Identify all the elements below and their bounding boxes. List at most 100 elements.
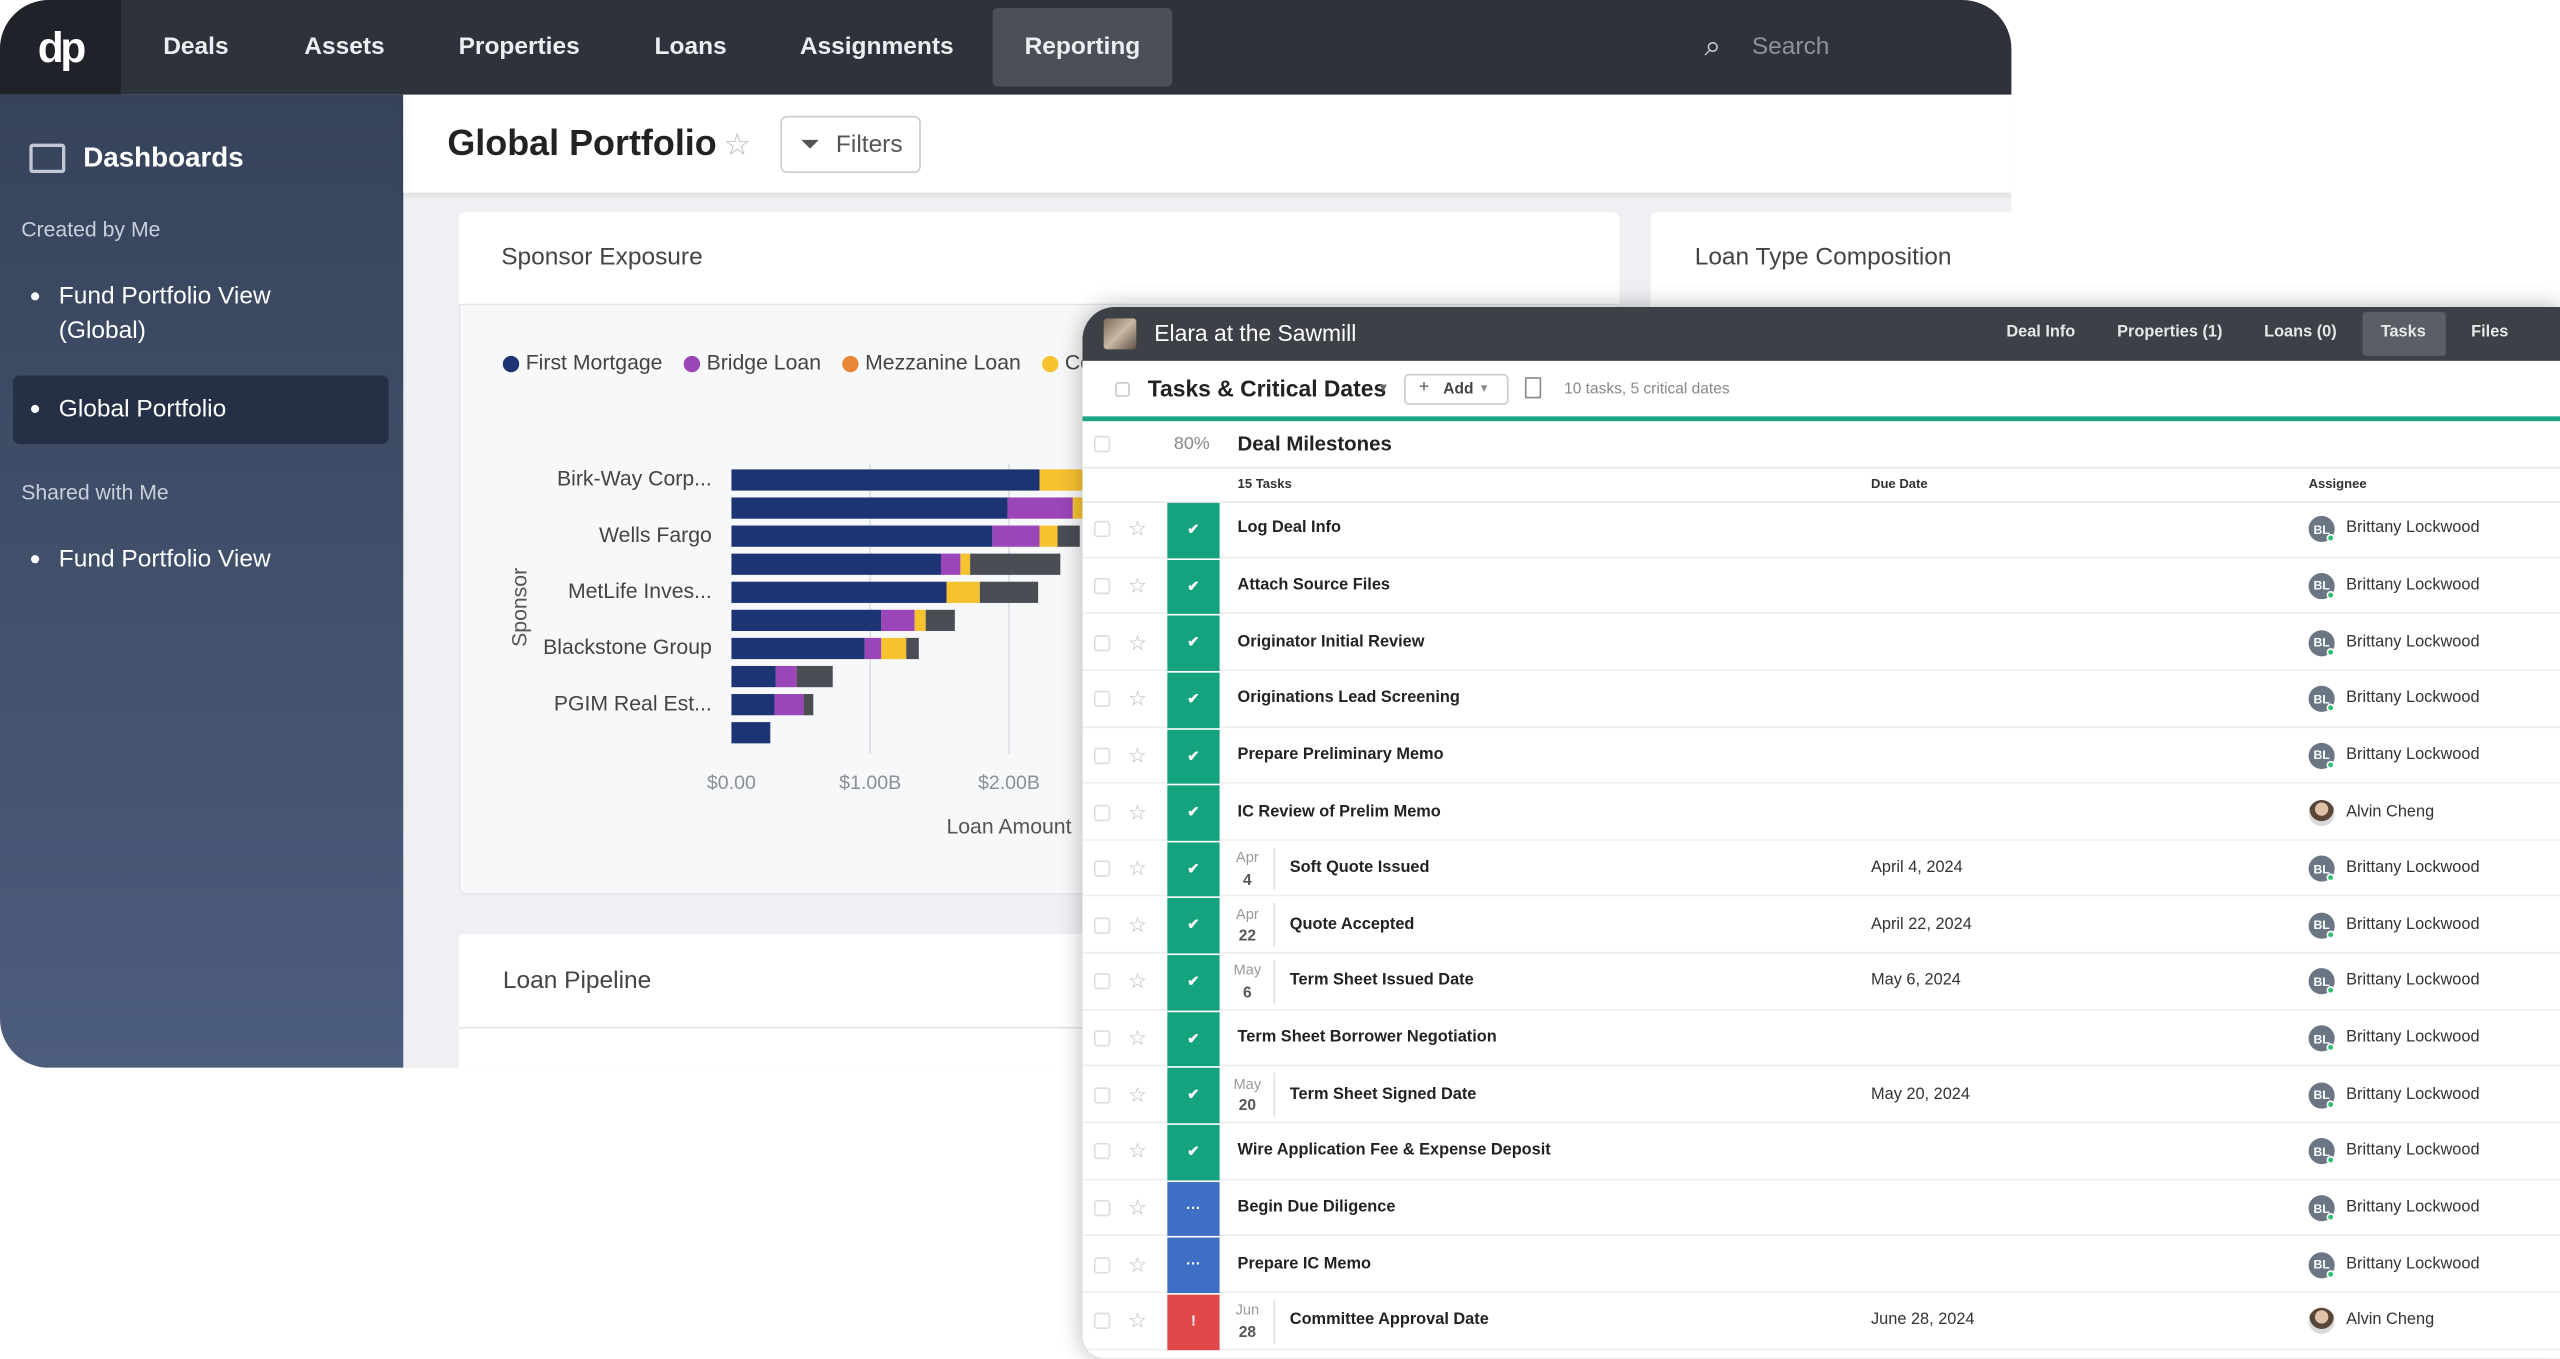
- status[interactable]: ✔: [1167, 729, 1220, 784]
- checkbox[interactable]: [1093, 917, 1111, 934]
- status[interactable]: ✔: [1167, 1068, 1220, 1124]
- tab[interactable]: Deal Info: [2006, 323, 2076, 342]
- task-row[interactable]: [1082, 1123, 2560, 1180]
- status[interactable]: ✔: [1167, 1124, 1220, 1180]
- task-row[interactable]: [1082, 1067, 2560, 1124]
- tab[interactable]: Files: [2471, 323, 2509, 342]
- task-row[interactable]: [1082, 558, 2560, 615]
- checkbox[interactable]: [1093, 1030, 1111, 1047]
- tab[interactable]: Tasks: [2380, 323, 2426, 342]
- report-icon[interactable]: [1524, 377, 1542, 399]
- tab[interactable]: Properties (1): [2117, 323, 2223, 342]
- status[interactable]: ···: [1167, 1238, 1220, 1293]
- status[interactable]: ✔: [1167, 842, 1220, 898]
- date-month: May: [1233, 1075, 1262, 1092]
- star[interactable]: ☆: [1128, 686, 1148, 711]
- favorite-star[interactable]: ☆: [723, 128, 752, 164]
- status[interactable]: ✔: [1167, 559, 1220, 615]
- sidebar-item[interactable]: Fund Portfolio View (Global): [58, 282, 271, 345]
- online-dot: [2326, 873, 2335, 882]
- status[interactable]: ✔: [1167, 1011, 1220, 1067]
- task-row[interactable]: [1082, 954, 2560, 1011]
- add-button[interactable]: [1404, 373, 1509, 405]
- task-row[interactable]: [1082, 501, 2560, 558]
- task-row[interactable]: [1082, 897, 2560, 954]
- filters-button[interactable]: [780, 115, 921, 174]
- tab[interactable]: Loans (0): [2264, 323, 2337, 342]
- checkbox[interactable]: [1093, 435, 1111, 453]
- bar-segment: [864, 637, 882, 660]
- checkbox[interactable]: [1093, 577, 1111, 595]
- checkbox[interactable]: [1093, 973, 1111, 991]
- divider: [1082, 501, 2560, 503]
- status[interactable]: ✔: [1167, 898, 1220, 954]
- nav-item[interactable]: Deals: [163, 32, 229, 61]
- status[interactable]: !: [1167, 1294, 1220, 1350]
- assignee: Alvin Cheng: [2346, 1311, 2435, 1330]
- date-day: 20: [1238, 1097, 1256, 1116]
- checkbox[interactable]: [1093, 634, 1111, 651]
- status[interactable]: ✔: [1167, 615, 1220, 671]
- avatar-initials: BL: [2313, 522, 2330, 537]
- date-divider: [1273, 903, 1276, 948]
- sidebar-item[interactable]: Fund Portfolio View: [58, 545, 271, 574]
- online-dot: [2326, 1213, 2335, 1222]
- task-row[interactable]: [1082, 1180, 2560, 1237]
- star[interactable]: ☆: [1128, 572, 1148, 598]
- checkbox[interactable]: [1093, 1143, 1111, 1160]
- date-month: Jun: [1235, 1301, 1260, 1318]
- task-row[interactable]: [1082, 727, 2560, 784]
- task-row[interactable]: [1082, 1010, 2560, 1067]
- star[interactable]: ☆: [1128, 742, 1148, 768]
- checkbox[interactable]: [1093, 1200, 1111, 1217]
- nav-item[interactable]: Properties: [458, 32, 580, 61]
- nav-item[interactable]: Reporting: [1024, 32, 1141, 61]
- star[interactable]: ☆: [1128, 1251, 1148, 1277]
- star[interactable]: ☆: [1128, 855, 1148, 881]
- task-row[interactable]: [1082, 841, 2560, 898]
- sidebar-title: Dashboards: [83, 142, 244, 174]
- star[interactable]: ☆: [1128, 629, 1148, 655]
- bar-segment: [731, 469, 1040, 491]
- bar-segment: [914, 609, 926, 632]
- task-row[interactable]: [1082, 1236, 2560, 1293]
- task-row[interactable]: [1082, 1293, 2560, 1350]
- checkbox[interactable]: [1093, 1256, 1111, 1273]
- avatar-initials: BL: [2313, 1257, 2330, 1273]
- star[interactable]: ☆: [1128, 1308, 1148, 1333]
- status[interactable]: ···: [1167, 1181, 1220, 1237]
- star[interactable]: ☆: [1128, 968, 1148, 994]
- checkbox[interactable]: [1093, 747, 1111, 764]
- nav-item[interactable]: Assets: [304, 32, 385, 61]
- star[interactable]: ☆: [1128, 1138, 1148, 1164]
- task-row[interactable]: [1082, 784, 2560, 841]
- checkbox[interactable]: [1115, 382, 1130, 397]
- status[interactable]: ✔: [1167, 672, 1220, 728]
- checkbox[interactable]: [1093, 521, 1111, 538]
- star[interactable]: ☆: [1128, 1025, 1148, 1050]
- status[interactable]: ✔: [1167, 955, 1220, 1011]
- checkbox[interactable]: [1093, 804, 1111, 821]
- group-progress: 80%: [1173, 434, 1210, 454]
- nav-item[interactable]: Assignments: [799, 32, 954, 61]
- star[interactable]: ☆: [1128, 516, 1148, 541]
- bar-segment: [731, 665, 776, 688]
- status[interactable]: ✔: [1167, 785, 1220, 841]
- status[interactable]: ✔: [1167, 502, 1220, 558]
- task-row[interactable]: [1082, 614, 2560, 671]
- accent-line: [1082, 416, 2560, 422]
- task-row[interactable]: [1082, 671, 2560, 728]
- checkbox[interactable]: [1093, 860, 1111, 877]
- star[interactable]: ☆: [1128, 799, 1148, 824]
- nav-item[interactable]: Loans: [654, 32, 727, 61]
- star[interactable]: ☆: [1128, 1195, 1148, 1220]
- sidebar-item[interactable]: Global Portfolio: [58, 395, 227, 423]
- star[interactable]: ☆: [1128, 912, 1148, 937]
- star[interactable]: ☆: [1128, 1081, 1148, 1107]
- assignee: Brittany Lockwood: [2346, 689, 2480, 708]
- search-input[interactable]: Search: [1751, 32, 1830, 61]
- checkbox[interactable]: [1093, 1313, 1111, 1330]
- checkbox[interactable]: [1093, 1086, 1111, 1104]
- checkbox[interactable]: [1093, 690, 1111, 708]
